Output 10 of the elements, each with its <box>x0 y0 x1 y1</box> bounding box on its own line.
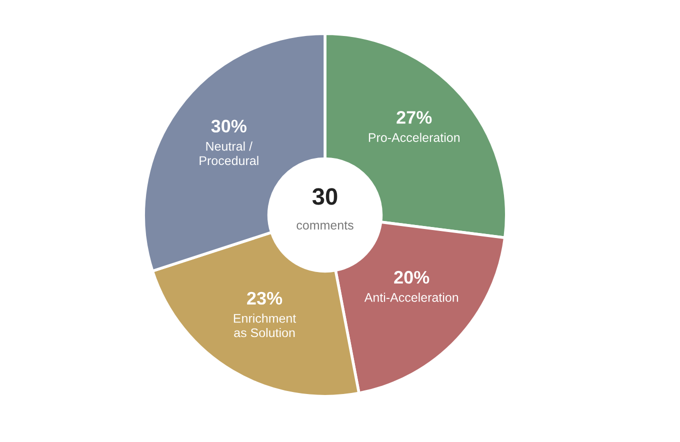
text: comments <box>296 221 354 230</box>
slice-label: Enrichment as Solution <box>234 314 296 338</box>
data-label: 27% <box>396 111 432 124</box>
slice-label: Neutral / Procedural <box>200 142 258 166</box>
slice-label: Anti-Acceleration <box>364 292 458 302</box>
data-label: 20% <box>394 270 430 284</box>
data-label: 23% <box>247 292 282 305</box>
slice-label: Pro-Acceleration <box>368 132 460 142</box>
text: 30 <box>312 188 338 205</box>
data-label: 30% <box>211 120 246 133</box>
